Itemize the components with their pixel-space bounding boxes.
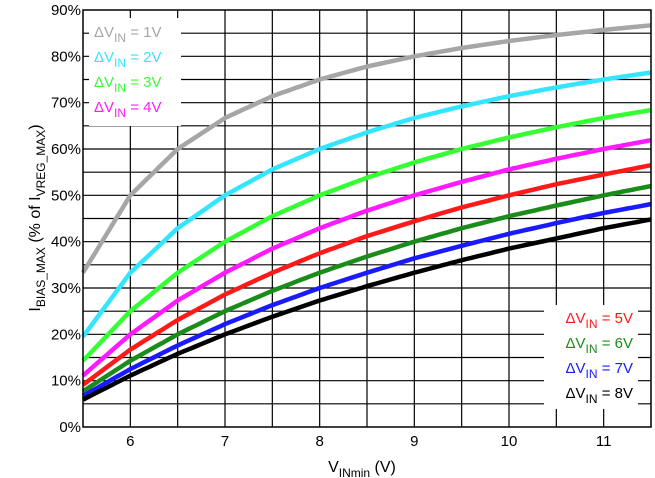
x-tick-label: 11 [596, 433, 612, 450]
x-axis-label: VINmin (V) [328, 459, 396, 478]
series-line [81, 107, 652, 363]
series-line [81, 70, 652, 338]
y-tick-label: 30% [51, 280, 81, 297]
y-tick-label: 10% [51, 373, 81, 390]
legend-entry: ΔVIN = 5V [566, 310, 633, 331]
plot-frame [82, 9, 652, 428]
legend-entry: ΔVIN = 7V [566, 360, 633, 381]
legend-top-left: ΔVIN = 1V ΔVIN = 2V ΔVIN = 3V ΔVIN = 4V [89, 18, 181, 126]
y-tick-label: 60% [51, 141, 81, 158]
y-tick-label: 70% [51, 95, 81, 112]
series-line [81, 217, 652, 402]
series-line [81, 137, 652, 378]
y-tick-label: 80% [51, 48, 81, 65]
legend-entry: ΔVIN = 8V [566, 385, 633, 406]
x-tick-label: 10 [501, 433, 518, 450]
y-tick-label: 40% [51, 234, 81, 251]
legend-entry: ΔVIN = 6V [566, 335, 633, 356]
legend-entry: ΔVIN = 3V [94, 74, 161, 95]
x-tick-label: 6 [126, 433, 134, 450]
x-tick-label: 8 [315, 433, 323, 450]
y-tick-labels: 0% 10% 20% 30% 40% 50% 60% 70% 80% 90% [51, 2, 81, 436]
series-line [81, 23, 652, 274]
legend-background [89, 18, 181, 126]
series-line [81, 162, 652, 387]
y-tick-label: 20% [51, 326, 81, 343]
legend-bottom-right: ΔVIN = 5V ΔVIN = 6V ΔVIN = 7V ΔVIN = 8V [544, 305, 638, 409]
x-tick-label: 7 [221, 433, 229, 450]
series-line [81, 201, 652, 398]
legend-entry: ΔVIN = 1V [94, 24, 161, 45]
x-tick-labels: 6 7 8 9 10 11 [126, 433, 611, 450]
y-tick-label: 50% [51, 187, 81, 204]
y-tick-label: 90% [51, 2, 81, 19]
legend-background [544, 305, 638, 409]
series-lines [81, 23, 652, 402]
x-tick-label: 9 [410, 433, 418, 450]
y-axis-label: IBIAS_MAX (% of IVREG_MAX) [27, 124, 48, 311]
legend-entry: ΔVIN = 4V [94, 99, 161, 120]
y-tick-label: 0% [59, 419, 81, 436]
series-line [81, 183, 652, 394]
legend-entry: ΔVIN = 2V [94, 49, 161, 70]
